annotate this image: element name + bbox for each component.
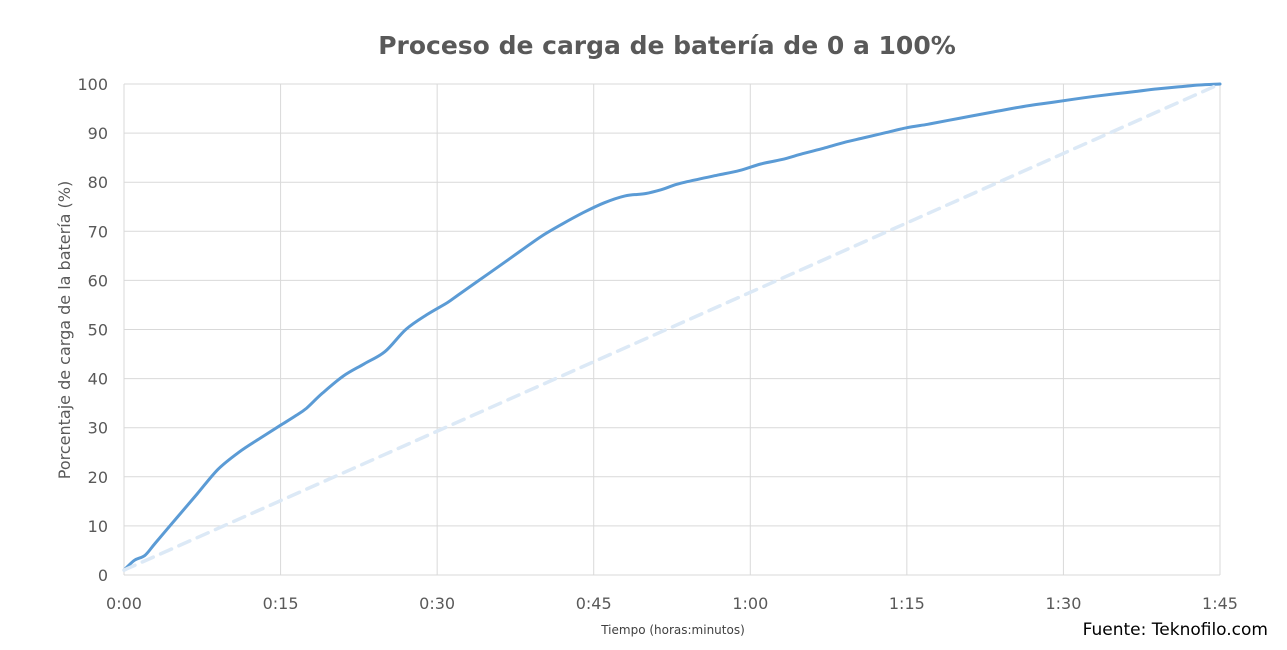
x-tick-label: 0:15 (263, 594, 299, 613)
y-tick-label: 60 (88, 271, 108, 290)
x-tick-label: 1:30 (1045, 594, 1081, 613)
charge-curve-line (122, 82, 1222, 572)
x-tick-label: 0:00 (106, 594, 142, 613)
x-axis-ticks: 0:00 0:15 0:30 0:45 1:00 1:15 1:30 1:45 (106, 594, 1238, 613)
chart-title: Proceso de carga de batería de 0 a 100% (378, 31, 956, 60)
x-tick-label: 0:30 (419, 594, 455, 613)
x-tick-label: 1:15 (889, 594, 925, 613)
y-tick-label: 50 (88, 321, 108, 340)
y-tick-label: 0 (98, 566, 108, 585)
reference-line-dashed (122, 82, 1222, 572)
y-axis-ticks: 0 10 20 30 40 50 60 70 80 90 100 (77, 75, 108, 585)
y-tick-label: 40 (88, 370, 108, 389)
y-tick-label: 70 (88, 222, 108, 241)
y-tick-label: 100 (77, 75, 108, 94)
y-tick-label: 30 (88, 419, 108, 438)
x-axis-label: Tiempo (horas:minutos) (600, 623, 745, 637)
series-group (122, 82, 1222, 572)
x-tick-label: 1:45 (1202, 594, 1238, 613)
y-tick-label: 20 (88, 468, 108, 487)
x-tick-label: 0:45 (576, 594, 612, 613)
y-tick-label: 80 (88, 173, 108, 192)
y-tick-label: 90 (88, 124, 108, 143)
source-credit: Fuente: Teknofilo.com (1083, 620, 1268, 640)
y-tick-label: 10 (88, 517, 108, 536)
x-tick-label: 1:00 (732, 594, 768, 613)
y-axis-label: Porcentaje de carga de la batería (%) (55, 181, 74, 479)
grid (123, 83, 1221, 576)
